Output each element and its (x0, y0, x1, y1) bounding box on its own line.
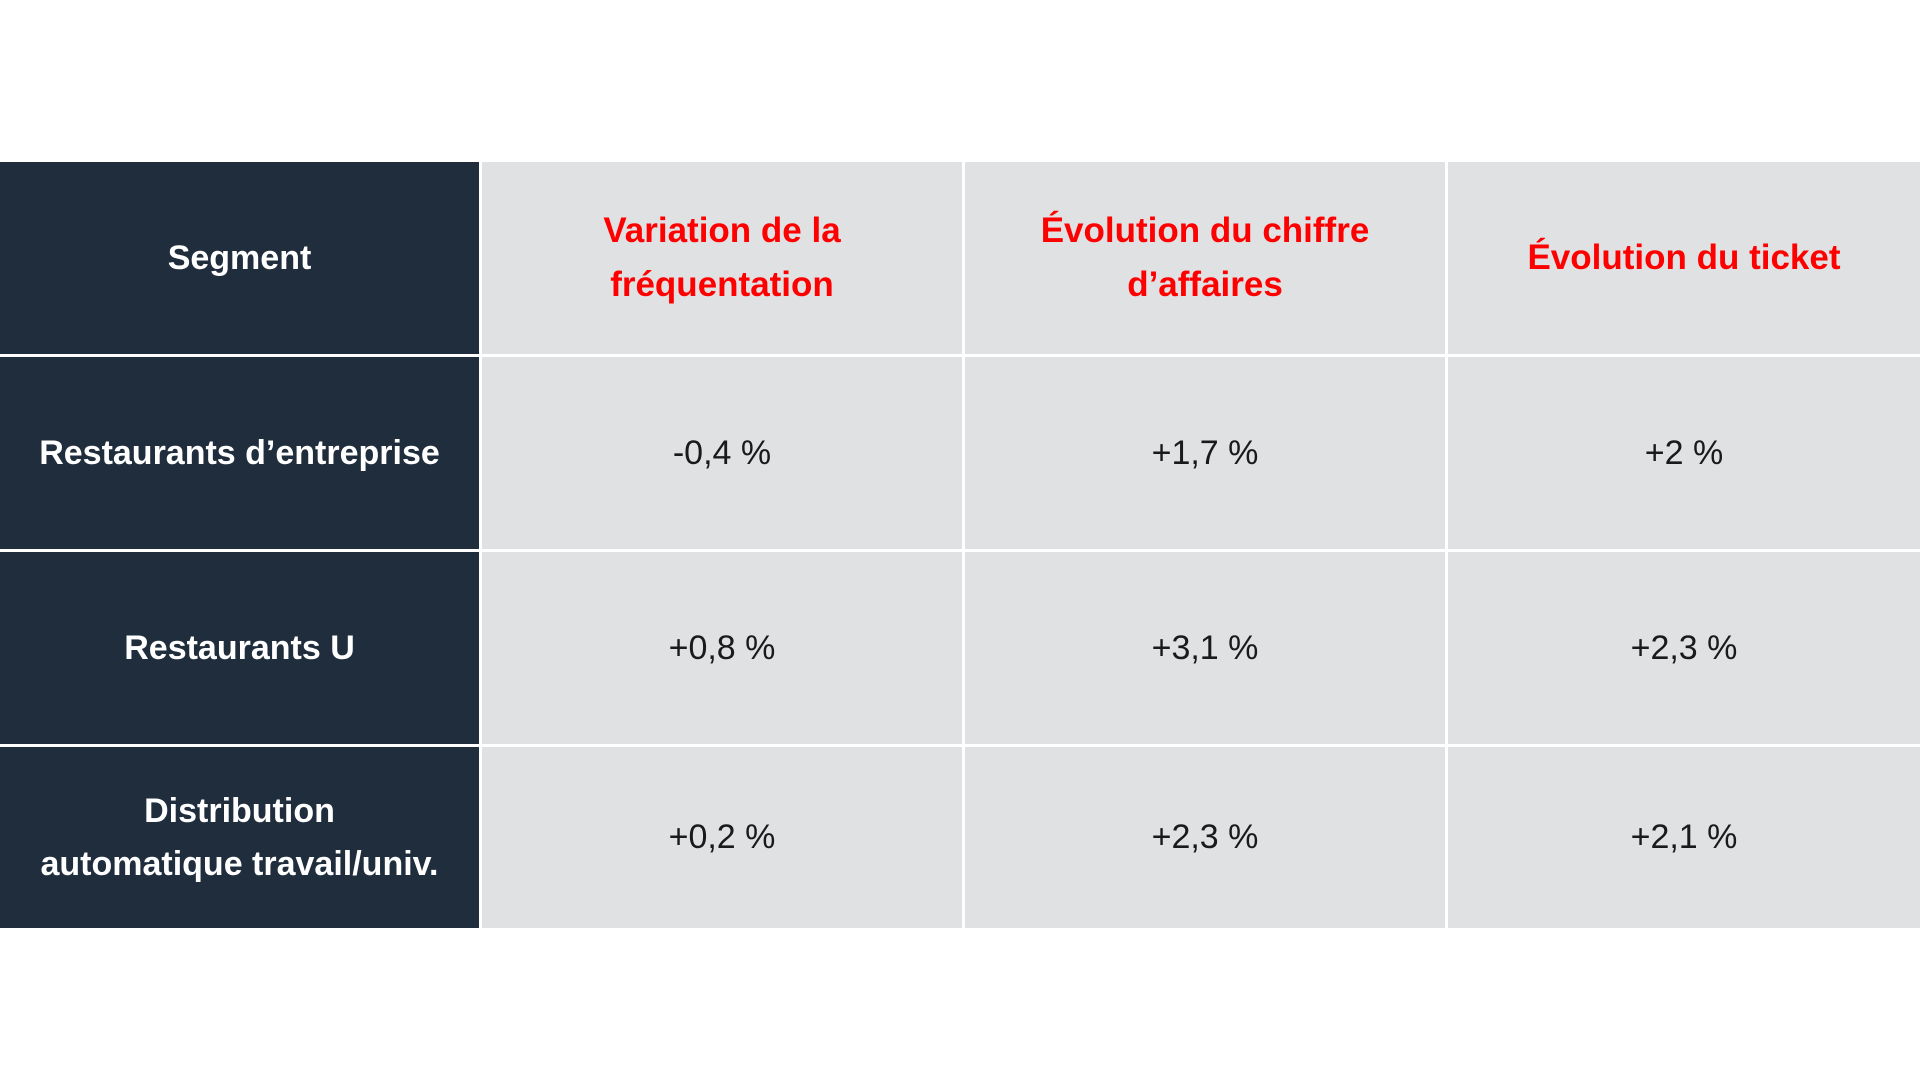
row-segment-label: Restaurants U (0, 552, 479, 744)
row-segment-label: Restaurants d’entreprise (0, 357, 479, 549)
cell-value: +2,3 % (965, 747, 1445, 928)
cell-value: +0,2 % (482, 747, 962, 928)
header-segment: Segment (0, 162, 479, 354)
cell-value: -0,4 % (482, 357, 962, 549)
cell-value: +2,3 % (1448, 552, 1920, 744)
row-segment-label: Distribution automatique travail/univ. (0, 747, 479, 928)
cell-value: +3,1 % (965, 552, 1445, 744)
cell-value: +0,8 % (482, 552, 962, 744)
cell-value: +2 % (1448, 357, 1920, 549)
header-frequentation: Variation de la fréquentation (482, 162, 962, 354)
segment-table: Segment Variation de la fréquentation Év… (0, 162, 1920, 928)
cell-value: +2,1 % (1448, 747, 1920, 928)
header-ticket: Évolution du ticket (1448, 162, 1920, 354)
cell-value: +1,7 % (965, 357, 1445, 549)
header-chiffre-affaires: Évolution du chiffre d’affaires (965, 162, 1445, 354)
